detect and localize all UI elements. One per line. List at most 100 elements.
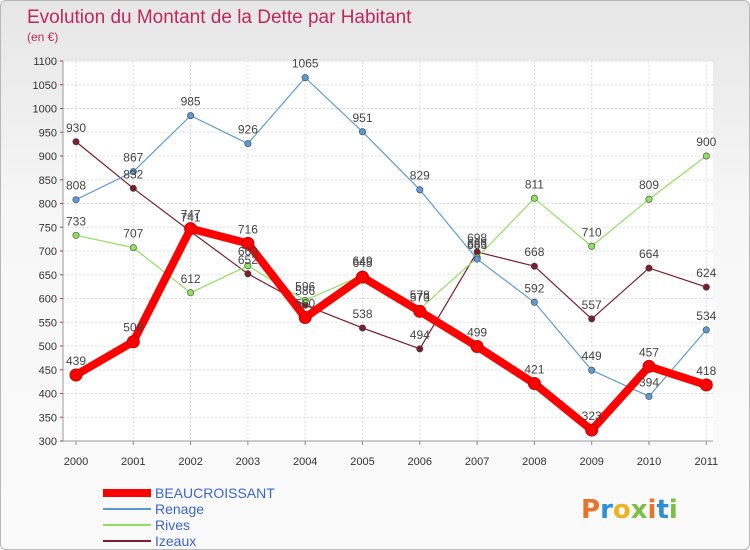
data-point <box>588 242 596 250</box>
legend-label: Rives <box>155 517 190 533</box>
data-label: 457 <box>639 345 659 359</box>
data-label: 686 <box>467 237 487 251</box>
data-point <box>416 186 424 194</box>
data-point <box>129 244 137 252</box>
data-label: 499 <box>467 325 487 339</box>
x-tick-label: 2000 <box>64 456 88 468</box>
data-label: 926 <box>238 123 258 137</box>
proxiti-logo: Proxiti <box>581 495 678 525</box>
chart-title: Evolution du Montant de la Dette par Hab… <box>27 7 412 28</box>
data-label: 808 <box>66 179 86 193</box>
data-label: 716 <box>238 222 258 236</box>
legend-label: Izeaux <box>155 533 196 549</box>
data-label: 592 <box>524 281 544 295</box>
x-tick-label: 2001 <box>121 456 145 468</box>
data-point <box>416 345 424 353</box>
y-tick-label: 1100 <box>33 56 57 68</box>
y-tick-label: 900 <box>39 151 57 163</box>
data-label: 707 <box>123 227 143 241</box>
y-tick-label: 550 <box>39 317 57 329</box>
data-point <box>470 339 484 353</box>
data-label: 683 <box>467 238 487 252</box>
data-label: 645 <box>352 256 372 270</box>
data-label: 557 <box>582 298 602 312</box>
data-label: 733 <box>66 214 86 228</box>
data-point <box>298 311 312 324</box>
y-tick-label: 450 <box>39 365 57 377</box>
y-tick-label: 350 <box>39 412 57 424</box>
data-label: 669 <box>238 245 258 259</box>
x-tick-label: 2006 <box>408 456 432 468</box>
data-label: 811 <box>525 177 544 191</box>
data-label: 578 <box>410 288 430 302</box>
chart-subtitle: (en €) <box>27 30 58 44</box>
data-label: 534 <box>696 309 716 323</box>
x-tick-label: 2010 <box>637 456 661 468</box>
data-point <box>72 138 80 146</box>
data-label: 509 <box>123 321 143 335</box>
data-label: 747 <box>181 208 201 222</box>
data-point <box>244 140 252 148</box>
y-tick-label: 1050 <box>33 80 57 92</box>
x-tick-label: 2005 <box>350 456 374 468</box>
data-point <box>69 368 83 382</box>
data-label: 930 <box>66 121 86 135</box>
data-point <box>187 289 195 297</box>
data-point <box>645 264 653 272</box>
data-point <box>244 262 252 270</box>
data-label: 612 <box>181 272 201 286</box>
data-point <box>184 222 198 236</box>
data-point <box>241 236 255 250</box>
data-label: 649 <box>352 254 372 268</box>
data-point <box>645 195 653 203</box>
y-tick-label: 1000 <box>33 104 57 116</box>
grid <box>63 60 713 442</box>
data-label: 596 <box>295 279 315 293</box>
series <box>69 74 713 437</box>
data-label: 439 <box>66 354 86 368</box>
data-point <box>413 304 427 318</box>
data-point <box>530 298 538 306</box>
x-tick-label: 2009 <box>579 456 603 468</box>
data-label: 985 <box>181 95 201 109</box>
data-point <box>699 378 713 392</box>
data-point <box>530 262 538 270</box>
data-label: 573 <box>410 290 430 304</box>
legend-label: BEAUCROISSANT <box>155 485 275 501</box>
y-tick-label: 600 <box>39 294 57 306</box>
data-label: 951 <box>352 111 372 125</box>
data-point <box>72 231 80 239</box>
y-tick-label: 700 <box>39 246 57 258</box>
x-tick-label: 2003 <box>236 456 260 468</box>
data-label: 394 <box>639 375 659 389</box>
data-point <box>358 324 366 332</box>
data-label: 809 <box>639 178 659 192</box>
data-point <box>301 74 309 82</box>
x-tick-label: 2008 <box>522 456 546 468</box>
y-tick-label: 650 <box>39 270 57 282</box>
data-point <box>530 194 538 202</box>
data-point <box>585 423 599 437</box>
legend-label: Renage <box>155 501 204 517</box>
data-label: 829 <box>410 169 430 183</box>
data-label: 741 <box>181 211 201 225</box>
data-label: 421 <box>524 363 544 377</box>
data-label: 664 <box>639 247 659 261</box>
data-label: 560 <box>295 297 315 311</box>
data-label: 418 <box>696 364 716 378</box>
data-label: 538 <box>352 307 372 321</box>
series-line <box>75 77 707 397</box>
data-point <box>473 255 481 263</box>
data-label: 624 <box>696 266 716 280</box>
y-tick-label: 950 <box>39 127 57 139</box>
y-tick-label: 500 <box>39 341 57 353</box>
data-point <box>187 112 195 120</box>
data-point <box>356 270 369 284</box>
data-labels: 930 832 741 652 586 538 494 698 668 557 664 624 733 7… <box>66 57 717 423</box>
y-tick-label: 800 <box>39 199 57 211</box>
data-label: 668 <box>524 245 544 259</box>
data-label: 323 <box>582 409 602 423</box>
series-renage <box>72 74 710 400</box>
